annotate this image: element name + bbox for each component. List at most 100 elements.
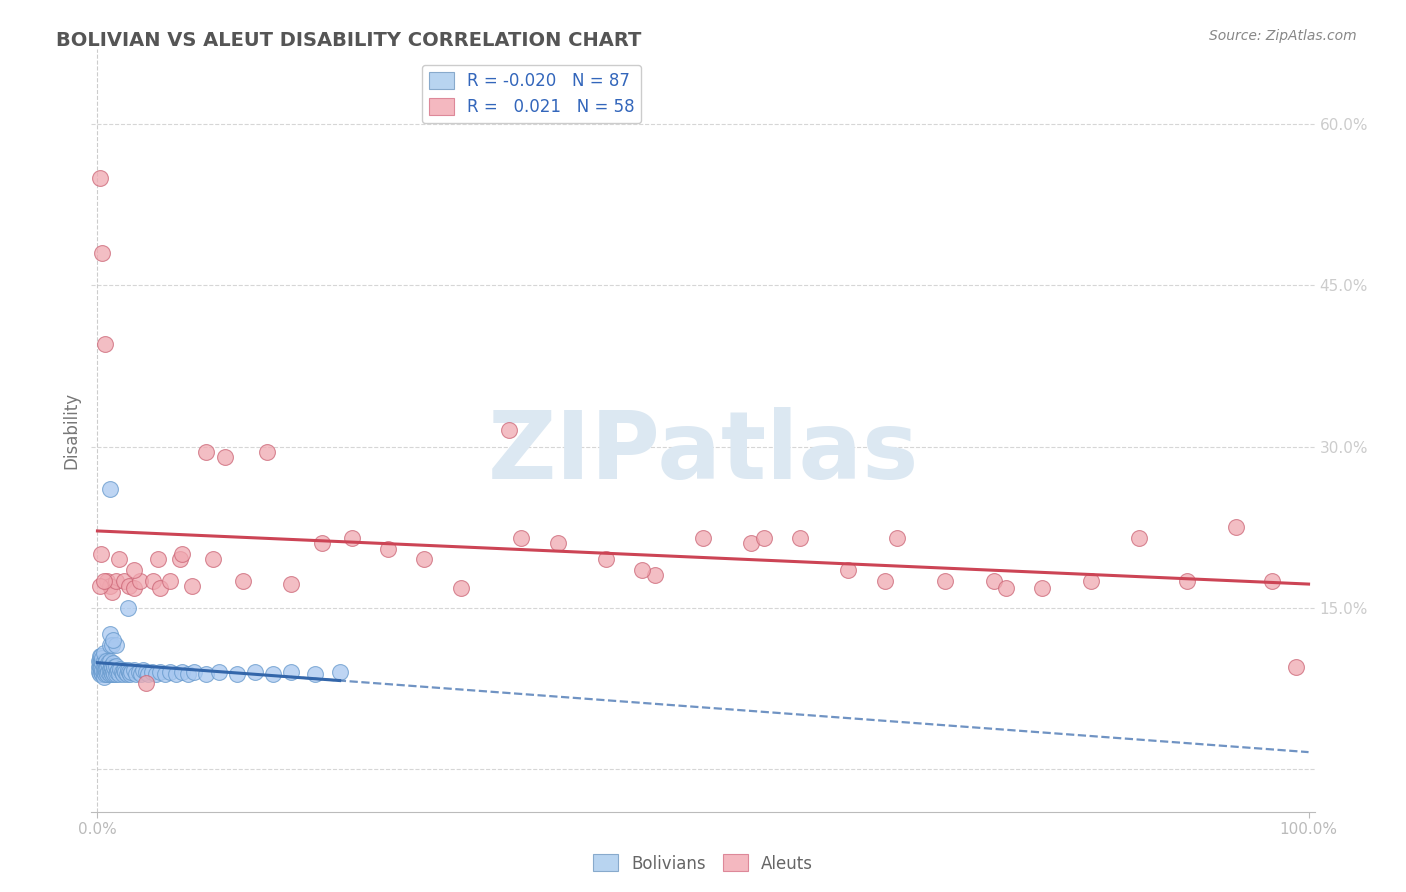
Point [125, 667, 148, 681]
Point [120, 665, 142, 679]
Point [96, 574, 118, 588]
Point [225, 667, 247, 681]
Point [128, 665, 150, 679]
Point [122, 563, 145, 577]
Point [128, 574, 150, 588]
Point [280, 577, 302, 591]
Point [108, 667, 131, 681]
Point [115, 667, 138, 681]
Point [129, 667, 152, 681]
Point [97, 665, 120, 679]
Point [256, 445, 278, 459]
Point [94, 659, 117, 673]
Point [98, 654, 121, 668]
Point [510, 531, 533, 545]
Point [159, 665, 181, 679]
Legend: Bolivians, Aleuts: Bolivians, Aleuts [586, 847, 820, 880]
Point [631, 563, 654, 577]
Point [93, 667, 115, 681]
Point [1080, 574, 1102, 588]
Text: Source: ZipAtlas.com: Source: ZipAtlas.com [1209, 29, 1357, 43]
Point [101, 667, 124, 681]
Point [104, 658, 127, 673]
Point [114, 665, 136, 679]
Point [183, 665, 205, 679]
Point [91, 657, 114, 671]
Point [740, 536, 762, 550]
Point [103, 667, 125, 681]
Point [89, 654, 111, 668]
Point [118, 665, 141, 679]
Point [169, 552, 191, 566]
Point [100, 658, 122, 673]
Point [983, 574, 1005, 588]
Point [104, 574, 127, 588]
Point [117, 663, 139, 677]
Point [214, 450, 236, 465]
Point [103, 659, 125, 673]
Point [1261, 574, 1284, 588]
Point [135, 665, 157, 679]
Point [994, 582, 1017, 596]
Point [101, 584, 124, 599]
Point [1177, 574, 1199, 588]
Point [93, 657, 115, 671]
Point [692, 531, 714, 545]
Point [107, 663, 129, 677]
Point [547, 536, 569, 550]
Point [93, 665, 115, 679]
Point [180, 579, 202, 593]
Point [149, 582, 172, 596]
Point [195, 667, 218, 681]
Point [90, 547, 112, 561]
Point [172, 665, 194, 679]
Point [91, 667, 114, 681]
Point [89, 579, 111, 593]
Point [104, 638, 127, 652]
Point [98, 627, 121, 641]
Point [1031, 582, 1053, 596]
Point [89, 659, 111, 673]
Point [165, 667, 187, 681]
Point [155, 667, 177, 681]
Point [329, 665, 352, 679]
Point [142, 574, 165, 588]
Point [837, 563, 859, 577]
Point [159, 574, 181, 588]
Point [136, 667, 159, 681]
Point [89, 667, 111, 681]
Point [105, 665, 128, 679]
Point [98, 667, 121, 681]
Point [87, 659, 110, 673]
Point [91, 246, 114, 260]
Point [93, 654, 115, 668]
Point [120, 667, 142, 681]
Point [91, 663, 114, 677]
Point [1225, 520, 1247, 534]
Point [135, 675, 157, 690]
Point [117, 600, 139, 615]
Point [207, 665, 229, 679]
Point [98, 483, 121, 497]
Point [450, 582, 472, 596]
Point [340, 531, 363, 545]
Point [262, 667, 284, 681]
Point [243, 665, 266, 679]
Point [177, 667, 200, 681]
Point [752, 531, 775, 545]
Point [90, 654, 112, 668]
Point [93, 670, 115, 684]
Point [873, 574, 896, 588]
Point [280, 665, 302, 679]
Point [89, 171, 111, 186]
Point [104, 667, 127, 681]
Point [146, 552, 169, 566]
Point [132, 663, 155, 677]
Point [122, 582, 145, 596]
Point [101, 659, 124, 673]
Point [101, 638, 124, 652]
Point [195, 445, 218, 459]
Point [91, 651, 114, 665]
Point [377, 541, 399, 556]
Point [100, 665, 122, 679]
